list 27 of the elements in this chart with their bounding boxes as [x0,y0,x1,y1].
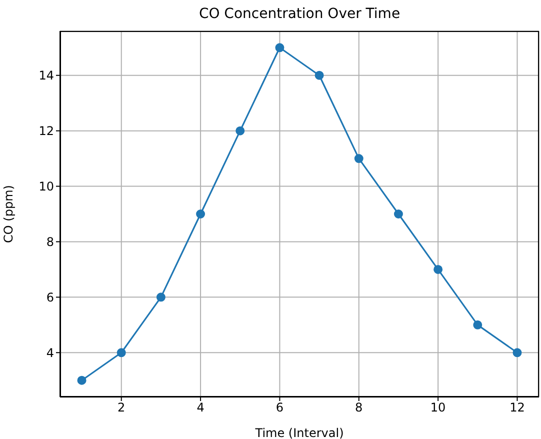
x-tick-label: 10 [430,400,446,415]
x-tick-label: 12 [510,400,525,415]
point [512,348,522,358]
point [196,210,206,218]
point [473,320,482,330]
y-tick-label: 4 [46,346,54,360]
y-tick-label: 14 [38,68,54,83]
point [434,264,443,274]
point [116,348,126,358]
point [236,126,245,136]
y-tick-label: 12 [38,124,54,138]
point [156,292,166,302]
chart-title: CO Concentration Over Time [198,6,402,22]
x-tick-label: 6 [276,400,284,415]
x-tick-label: 8 [355,400,363,415]
point [314,70,324,80]
y-tick-label: 10 [38,180,54,194]
y-axis-title: CO (ppm) [1,185,16,243]
y-tick-label: 8 [46,234,54,249]
x-tick-label: 4 [196,400,204,415]
point [354,154,364,164]
x-axis-title: Time (Interval) [254,426,344,439]
x-tick-label: 2 [118,400,126,415]
point [275,43,284,52]
point [394,210,403,218]
y-tick-label: 6 [46,290,54,304]
point [77,376,86,385]
